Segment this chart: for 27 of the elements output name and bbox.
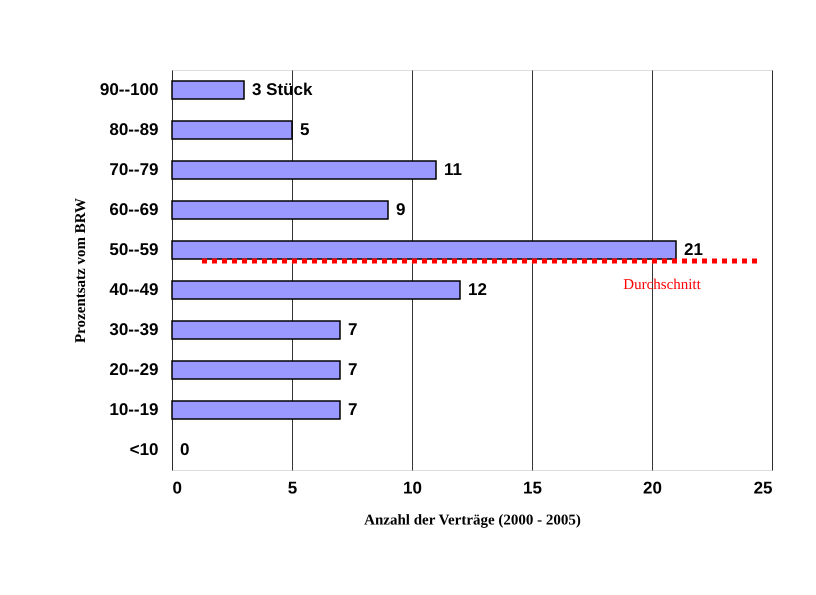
y-tick-label: <10 bbox=[130, 440, 158, 459]
data-label: 5 bbox=[300, 120, 310, 139]
data-label: 9 bbox=[396, 200, 406, 219]
data-label: 7 bbox=[348, 360, 358, 379]
data-label: 7 bbox=[348, 320, 358, 339]
data-label: 7 bbox=[348, 400, 358, 419]
y-tick-label: 60--69 bbox=[109, 200, 158, 219]
y-axis-title: Prozentsatz vom BRW bbox=[72, 198, 89, 343]
x-tick-label: 10 bbox=[403, 478, 422, 498]
y-tick-label: 90--100 bbox=[100, 80, 158, 99]
y-tick-label: 80--89 bbox=[109, 120, 158, 139]
x-axis-title: Anzahl der Verträge (2000 - 2005) bbox=[364, 512, 581, 528]
data-label: 21 bbox=[684, 240, 703, 259]
y-tick-label: 30--39 bbox=[109, 320, 158, 339]
x-tick-label: 0 bbox=[172, 478, 182, 498]
y-tick-label: 10--19 bbox=[109, 400, 158, 419]
y-tick-label: 40--49 bbox=[109, 280, 158, 299]
data-label: 12 bbox=[468, 280, 487, 299]
x-tick-label: 15 bbox=[523, 478, 542, 498]
y-tick-label: 50--59 bbox=[109, 240, 158, 259]
x-tick-label: 5 bbox=[288, 478, 298, 498]
y-tick-label: 20--29 bbox=[109, 360, 158, 379]
y-tick-label: 70--79 bbox=[109, 160, 158, 179]
x-tick-label: 25 bbox=[754, 478, 772, 498]
x-tick-label: 20 bbox=[643, 478, 662, 498]
data-label: 11 bbox=[444, 160, 462, 179]
data-label: 0 bbox=[180, 440, 190, 459]
